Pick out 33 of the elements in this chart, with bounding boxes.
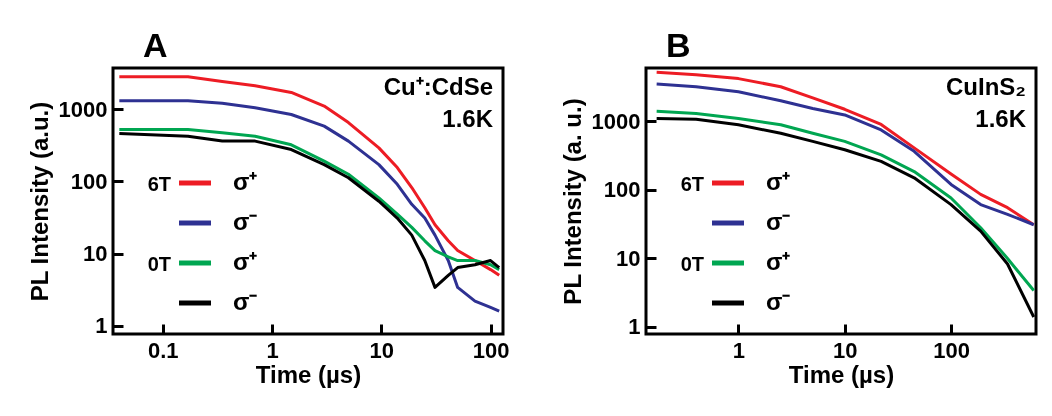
legend-label: σ⁻ — [233, 288, 258, 315]
legend-label: σ⁻ — [233, 208, 258, 235]
annotation: 1.6K — [442, 105, 494, 132]
x-tick-label: 100 — [933, 337, 970, 363]
x-tick-label: 1 — [732, 337, 746, 363]
y-tick-label: 10 — [83, 241, 108, 267]
text: 0T σ⁺ — [680, 248, 791, 275]
text: 6T σ⁺ — [680, 168, 791, 195]
annotation: Cu⁺:CdSe — [383, 73, 493, 100]
y-tick-label: 10 — [616, 245, 641, 271]
x-tick-label: 1 — [266, 337, 279, 363]
y-tick-label: 1 — [95, 313, 108, 339]
chart-title: A — [143, 26, 168, 64]
text: 6T σ⁺ — [147, 168, 258, 195]
y-tick-label: 100 — [603, 177, 641, 203]
legend-label: σ⁻ — [766, 288, 791, 315]
annotation: CuInS₂ — [946, 73, 1026, 100]
legend-label: σ⁻ — [766, 208, 791, 235]
x-tick-label: 0.1 — [148, 337, 179, 363]
text: 0T σ⁺ — [147, 248, 258, 275]
x-tick-label: 10 — [369, 337, 395, 363]
y-tick-label: 1000 — [591, 108, 641, 134]
annotation: 1.6K — [975, 105, 1027, 132]
x-tick-label: 10 — [833, 337, 858, 363]
chart-title: B — [666, 26, 691, 64]
y-tick-label: 100 — [70, 168, 108, 194]
y-tick-label: 1 — [628, 314, 641, 340]
x-axis-title: Time (µs) — [255, 360, 362, 388]
y-axis-title: PL Intensity (a.u.) — [25, 101, 53, 302]
y-axis-title: PL Intensity (a. u.) — [558, 98, 586, 305]
y-tick-label: 1000 — [58, 96, 108, 122]
x-axis-title: Time (µs) — [788, 360, 895, 388]
x-tick-label: 100 — [472, 337, 510, 363]
